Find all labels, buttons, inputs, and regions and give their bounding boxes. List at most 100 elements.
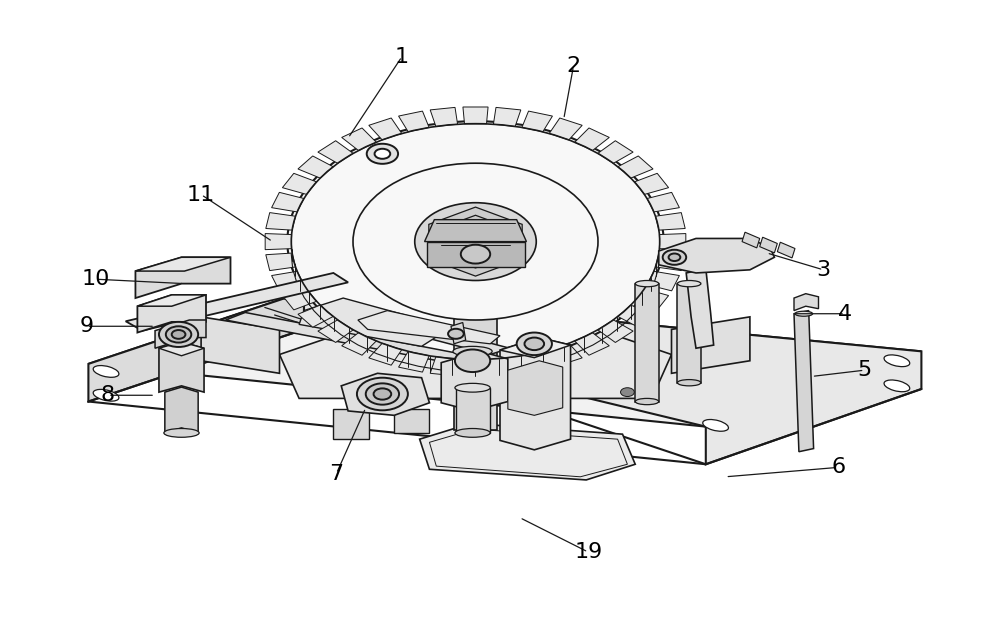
Polygon shape <box>342 333 376 355</box>
Ellipse shape <box>455 429 490 437</box>
Polygon shape <box>454 304 497 430</box>
Polygon shape <box>304 292 921 464</box>
Circle shape <box>353 163 598 320</box>
Circle shape <box>448 329 464 339</box>
Polygon shape <box>265 234 292 250</box>
Polygon shape <box>500 337 571 358</box>
Polygon shape <box>677 284 701 383</box>
Polygon shape <box>272 193 304 212</box>
Text: 1: 1 <box>395 47 409 67</box>
Polygon shape <box>635 284 659 401</box>
Circle shape <box>366 383 399 404</box>
Polygon shape <box>135 257 230 298</box>
Polygon shape <box>429 207 522 276</box>
Polygon shape <box>155 320 206 348</box>
Polygon shape <box>333 409 369 439</box>
Polygon shape <box>137 295 206 306</box>
Polygon shape <box>318 141 353 163</box>
Circle shape <box>159 322 198 347</box>
Ellipse shape <box>635 398 659 404</box>
Text: 3: 3 <box>816 260 830 280</box>
Circle shape <box>374 388 391 399</box>
Polygon shape <box>634 289 669 310</box>
Polygon shape <box>279 304 672 398</box>
Polygon shape <box>760 237 777 253</box>
Polygon shape <box>618 305 653 327</box>
Polygon shape <box>266 212 296 230</box>
Polygon shape <box>575 128 609 150</box>
Circle shape <box>415 203 536 280</box>
Polygon shape <box>463 107 488 124</box>
Polygon shape <box>777 242 795 258</box>
Ellipse shape <box>455 383 490 392</box>
Polygon shape <box>369 343 402 365</box>
Polygon shape <box>399 351 429 372</box>
Polygon shape <box>426 241 524 267</box>
Text: 5: 5 <box>857 360 872 380</box>
Ellipse shape <box>453 346 492 356</box>
Polygon shape <box>456 388 490 433</box>
Polygon shape <box>686 269 714 348</box>
Ellipse shape <box>677 280 701 287</box>
Polygon shape <box>201 317 279 373</box>
Polygon shape <box>634 173 669 195</box>
Polygon shape <box>420 424 635 480</box>
Polygon shape <box>451 323 466 344</box>
Polygon shape <box>341 373 429 415</box>
Polygon shape <box>159 342 204 356</box>
Circle shape <box>172 330 185 339</box>
Polygon shape <box>672 317 750 373</box>
Circle shape <box>461 244 490 264</box>
Polygon shape <box>522 111 552 132</box>
Circle shape <box>455 349 490 372</box>
Ellipse shape <box>276 289 302 301</box>
Polygon shape <box>399 111 429 132</box>
Circle shape <box>287 121 664 362</box>
Polygon shape <box>549 118 582 140</box>
Text: 4: 4 <box>838 304 852 324</box>
Polygon shape <box>159 342 204 392</box>
Polygon shape <box>647 193 679 212</box>
Text: 9: 9 <box>79 316 94 336</box>
Polygon shape <box>282 289 317 310</box>
Ellipse shape <box>795 311 813 316</box>
Polygon shape <box>266 253 296 271</box>
Polygon shape <box>342 128 376 150</box>
Polygon shape <box>659 234 686 250</box>
Ellipse shape <box>93 365 119 378</box>
Polygon shape <box>298 156 333 178</box>
Polygon shape <box>522 351 552 372</box>
Polygon shape <box>430 108 458 127</box>
Text: 6: 6 <box>831 458 845 477</box>
Polygon shape <box>298 305 333 327</box>
Polygon shape <box>598 320 633 342</box>
Polygon shape <box>135 257 230 271</box>
Ellipse shape <box>93 389 119 401</box>
Text: 19: 19 <box>574 542 602 562</box>
Circle shape <box>367 144 398 164</box>
Polygon shape <box>493 356 521 376</box>
Ellipse shape <box>703 419 728 431</box>
Polygon shape <box>500 337 571 450</box>
Polygon shape <box>647 271 679 291</box>
Circle shape <box>669 253 680 261</box>
Polygon shape <box>655 253 685 271</box>
Polygon shape <box>794 294 818 310</box>
Polygon shape <box>282 173 317 195</box>
Circle shape <box>357 378 408 410</box>
Polygon shape <box>549 343 582 365</box>
Circle shape <box>166 326 191 342</box>
Circle shape <box>517 333 552 355</box>
Polygon shape <box>358 310 500 344</box>
Circle shape <box>663 250 686 265</box>
Ellipse shape <box>635 280 659 287</box>
Polygon shape <box>88 292 304 401</box>
Text: 8: 8 <box>101 385 115 405</box>
Polygon shape <box>575 333 609 355</box>
Polygon shape <box>226 312 480 365</box>
Circle shape <box>621 388 634 397</box>
Ellipse shape <box>677 380 701 386</box>
Text: 2: 2 <box>566 56 581 76</box>
Text: 10: 10 <box>82 269 110 289</box>
Polygon shape <box>493 108 521 127</box>
